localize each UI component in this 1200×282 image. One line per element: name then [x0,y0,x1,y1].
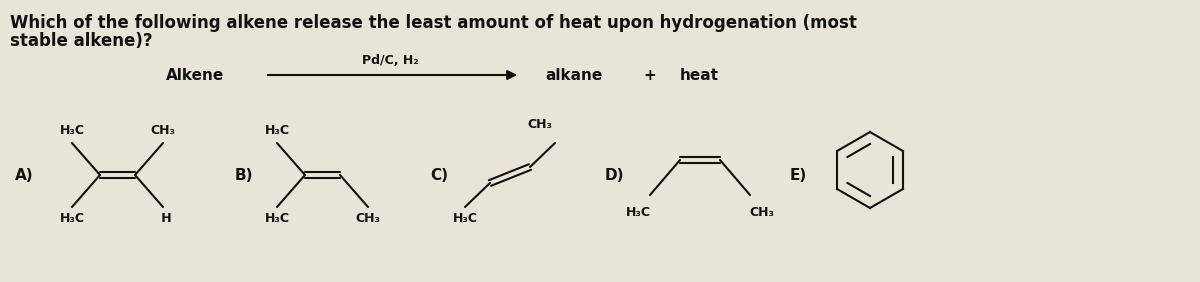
Text: Pd/C, H₂: Pd/C, H₂ [361,54,419,67]
Text: H₃C: H₃C [60,124,84,138]
Text: alkane: alkane [545,67,602,83]
Text: A): A) [14,168,34,182]
Text: C): C) [430,168,448,182]
Text: CH₃: CH₃ [150,124,175,138]
Text: H₃C: H₃C [60,213,84,226]
Text: H₃C: H₃C [264,213,289,226]
Text: CH₃: CH₃ [355,213,380,226]
Text: Alkene: Alkene [166,67,224,83]
Text: CH₃: CH₃ [528,118,552,131]
Text: H₃C: H₃C [452,213,478,226]
Text: CH₃: CH₃ [750,206,774,219]
Text: stable alkene)?: stable alkene)? [10,32,152,50]
Text: Which of the following alkene release the least amount of heat upon hydrogenatio: Which of the following alkene release th… [10,14,857,32]
Text: B): B) [235,168,253,182]
Text: E): E) [790,168,808,182]
Text: H₃C: H₃C [625,206,650,219]
Text: H₃C: H₃C [264,124,289,138]
Text: D): D) [605,168,624,182]
Text: H: H [155,213,172,226]
Text: heat: heat [680,67,719,83]
Text: +: + [643,67,656,83]
